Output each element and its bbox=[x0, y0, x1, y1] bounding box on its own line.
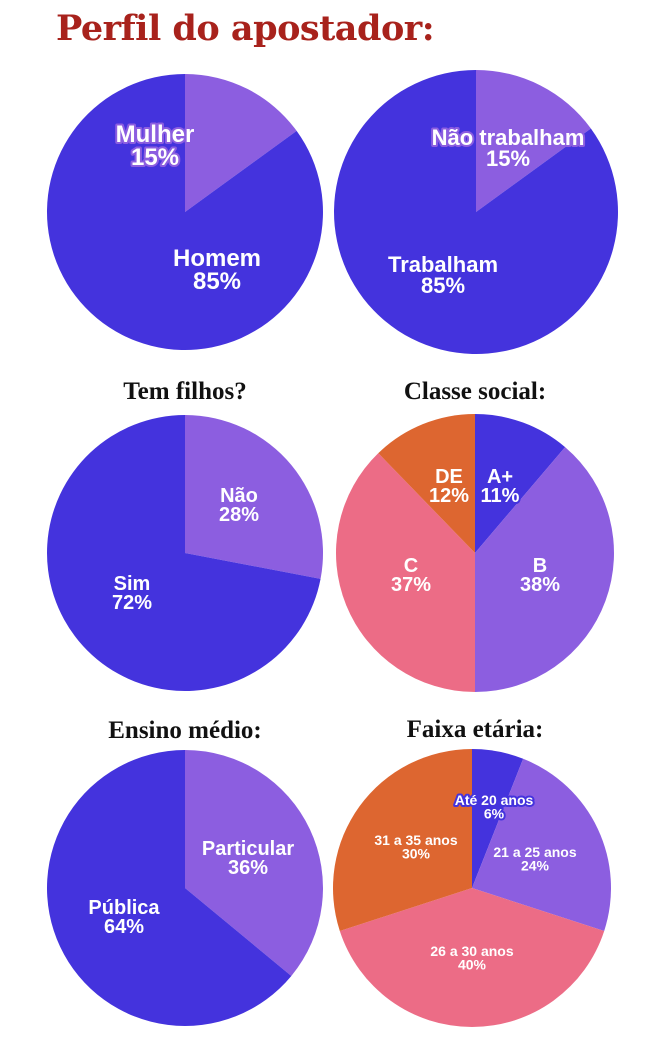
pie-slice-trabalho-0 bbox=[476, 70, 591, 212]
slice-label-classe-social-1: B 38% bbox=[520, 555, 560, 596]
slice-label-genero-1: Homem 85% bbox=[173, 245, 261, 295]
pie-slice-faixa-etaria-3 bbox=[332, 749, 472, 931]
pie-slice-classe-social-3 bbox=[378, 414, 475, 553]
page-title: Perfil do apostador: bbox=[56, 8, 435, 49]
slice-label-classe-social-2: C 37% bbox=[391, 555, 431, 596]
slice-label-ensino-medio-0: Particular 36% bbox=[202, 838, 294, 879]
pie-slice-trabalho-1 bbox=[334, 70, 619, 354]
slice-label-trabalho-1: Trabalham 85% bbox=[388, 252, 498, 298]
chart-title-filhos: Tem filhos? bbox=[123, 378, 247, 405]
slice-label-classe-social-3: DE 12% bbox=[429, 466, 469, 507]
pie-slice-classe-social-1 bbox=[475, 447, 614, 692]
pie-slice-classe-social-2 bbox=[336, 453, 475, 692]
pie-slice-faixa-etaria-0 bbox=[472, 749, 524, 888]
pie-slice-genero-0 bbox=[185, 74, 297, 212]
pie-chart-ensino-medio: Particular 36% Pública 64% bbox=[46, 749, 323, 1026]
pie-chart-filhos: Não 28% Sim 72% bbox=[47, 415, 324, 691]
pie-slice-faixa-etaria-1 bbox=[472, 758, 612, 931]
pie-slice-genero-1 bbox=[46, 74, 323, 351]
slice-label-faixa-etaria-2: 26 a 30 anos 40% bbox=[430, 943, 513, 972]
chart-title-ensino-medio: Ensino médio: bbox=[108, 717, 262, 744]
slice-label-filhos-1: Sim 72% bbox=[112, 573, 152, 614]
slice-label-classe-social-0: A+ 11% bbox=[481, 466, 520, 507]
slice-label-faixa-etaria-1: 21 a 25 anos 24% bbox=[493, 844, 576, 873]
slice-label-trabalho-0: Não trabalham 15% bbox=[432, 125, 585, 171]
pie-slice-filhos-1 bbox=[47, 415, 321, 691]
pie-slice-classe-social-0 bbox=[475, 414, 566, 553]
slice-label-genero-0: Mulher 15% bbox=[116, 121, 195, 171]
pie-chart-faixa-etaria: Até 20 anos 6% 21 a 25 anos 24% 26 a 30 anos… bbox=[332, 749, 612, 1028]
slice-label-ensino-medio-1: Pública 64% bbox=[88, 897, 160, 938]
pie-slice-faixa-etaria-2 bbox=[339, 888, 605, 1028]
slice-label-faixa-etaria-3: 31 a 35 anos 30% bbox=[374, 832, 457, 861]
pie-slice-filhos-0 bbox=[185, 415, 324, 579]
chart-title-faixa-etaria: Faixa etária: bbox=[406, 716, 544, 743]
pie-chart-classe-social: A+ 11% B 38% C 37% DE 12% bbox=[336, 414, 614, 692]
pie-slice-ensino-medio-0 bbox=[185, 750, 323, 976]
slice-label-faixa-etaria-0: Até 20 anos 6% bbox=[455, 792, 534, 821]
pie-chart-genero: Mulher 15% Homem 85% bbox=[46, 74, 323, 351]
chart-title-classe-social: Classe social: bbox=[403, 378, 547, 405]
pie-slice-ensino-medio-1 bbox=[46, 749, 292, 1026]
pie-chart-trabalho: Não trabalham 15% Trabalham 85% bbox=[334, 70, 619, 354]
slice-label-filhos-0: Não 28% bbox=[219, 485, 259, 526]
